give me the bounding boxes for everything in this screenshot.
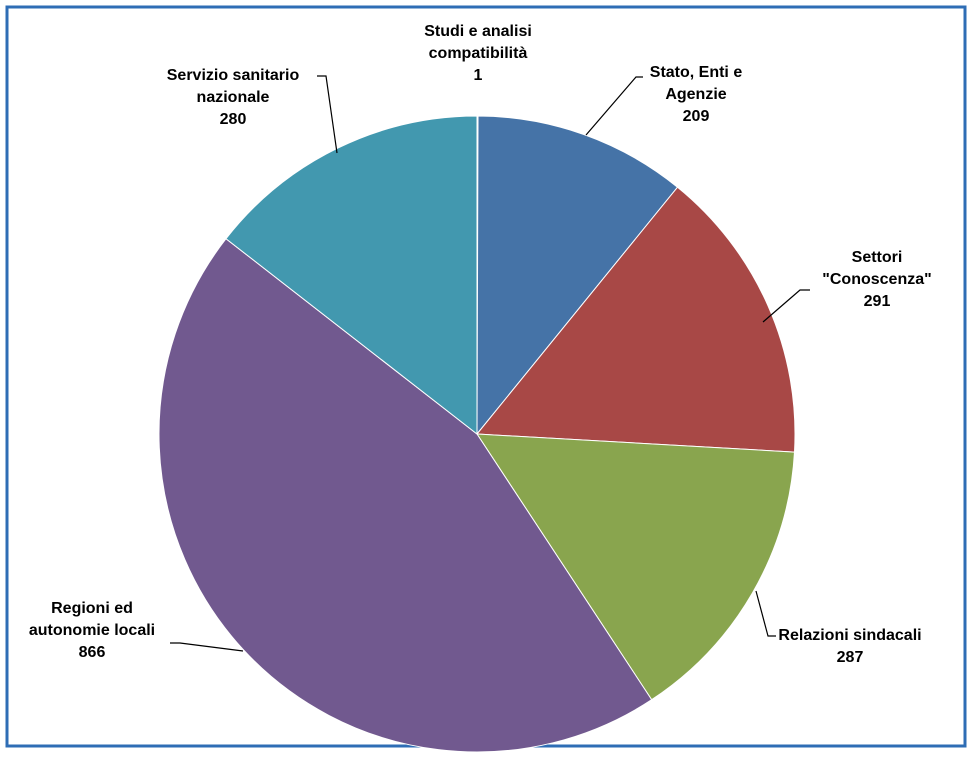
slice-category-label-4: Regioni ed: [51, 600, 133, 617]
slice-category-label-0: Studi e analisi: [424, 23, 532, 40]
data-labels: Studi e analisi compatibilità 1 Stato, Enti…: [29, 23, 932, 666]
slice-category-label-5: Servizio sanitario: [167, 67, 300, 84]
slice-value-label-0: 1: [474, 67, 483, 84]
slice-category-label-2: "Conoscenza": [822, 271, 931, 288]
slice-category-label-1: Agenzie: [665, 86, 726, 103]
leader-line-5: [317, 75, 338, 154]
pie-slice-4: [158, 238, 653, 753]
leader-line-1: [585, 76, 643, 136]
pie-slice-3: [476, 433, 796, 701]
pie-slice-2: [475, 186, 796, 453]
slice-value-label-4: 866: [79, 644, 106, 661]
leader-line-2: [762, 289, 810, 323]
slice-category-label-3: Relazioni sindacali: [778, 627, 921, 644]
pie-slices: [158, 115, 796, 753]
leader-line-4: [170, 642, 244, 652]
pie-slice-5: [225, 115, 478, 436]
leader-line-3: [755, 590, 776, 637]
slice-category-label-5: nazionale: [197, 89, 270, 106]
slice-category-label-2: Settori: [852, 249, 903, 266]
slice-value-label-5: 280: [220, 111, 247, 128]
slice-category-label-1: Stato, Enti e: [650, 64, 743, 81]
slice-category-label-4: autonomie locali: [29, 622, 155, 639]
leader-lines: [170, 75, 810, 652]
slice-value-label-2: 291: [864, 293, 891, 310]
pie-slice-1: [476, 115, 679, 436]
slice-category-label-0: compatibilità: [429, 45, 528, 62]
slice-value-label-3: 287: [837, 649, 864, 666]
slice-value-label-1: 209: [683, 108, 710, 125]
